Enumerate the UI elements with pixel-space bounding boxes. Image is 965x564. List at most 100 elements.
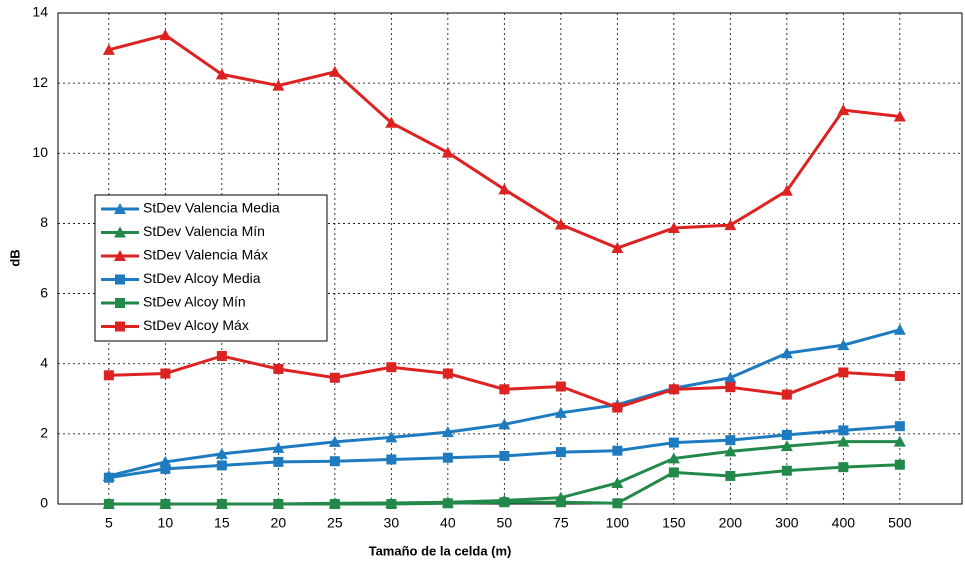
x-axis-label: Tamaño de la celda (m) [369,543,512,558]
marker [386,362,397,373]
marker [893,435,906,447]
y-tick-label: 10 [32,144,48,160]
marker [724,445,737,457]
marker [894,421,905,432]
marker [115,298,125,308]
marker [780,347,793,359]
marker [103,499,114,509]
x-tick-label: 75 [553,515,569,531]
marker [725,382,736,393]
marker [554,406,567,418]
y-tick-label: 6 [40,284,48,300]
marker [781,429,792,440]
marker [160,463,171,474]
marker [724,219,737,231]
marker [555,381,566,392]
x-tick-label: 100 [606,515,630,531]
marker [160,499,171,509]
plot-frame [57,12,963,505]
marker [837,339,850,351]
marker [115,274,125,285]
legend-label: StDev Valencia Mín [143,223,265,239]
x-tick-label: 30 [384,515,400,531]
marker [780,440,793,452]
marker [498,183,511,195]
x-tick-label: 10 [158,515,174,531]
x-tick-label: 5 [105,515,113,531]
x-tick-label: 40 [440,515,456,531]
marker [781,465,792,476]
marker [329,499,340,509]
marker [893,323,906,335]
marker [386,499,397,509]
x-tick-label: 50 [497,515,513,531]
marker [442,498,453,509]
marker [273,363,284,374]
marker [667,452,680,464]
marker [215,68,228,80]
marker [780,184,793,196]
marker [114,226,126,238]
y-tick-label: 14 [32,4,48,20]
x-tick-label: 25 [327,515,343,531]
marker [725,435,736,446]
x-tick-label: 15 [214,515,230,531]
marker [838,462,849,473]
y-tick-label: 4 [40,354,48,370]
marker [611,241,624,253]
legend-label: StDev Valencia Media [143,200,280,216]
marker [160,368,171,379]
marker [837,435,850,447]
marker [385,116,398,128]
marker [329,456,340,467]
marker [273,456,284,467]
marker [114,203,126,214]
legend-label: StDev Alcoy Mín [143,294,246,310]
marker [386,454,397,465]
marker [668,437,679,448]
marker [499,384,510,395]
marker [442,452,453,463]
legend-label: StDev Valencia Máx [143,247,268,263]
x-tick-label: 500 [888,515,912,531]
marker [102,43,115,55]
x-tick-label: 400 [832,515,856,531]
x-tick-label: 150 [662,515,686,531]
x-tick-label: 300 [775,515,799,531]
marker [555,497,566,508]
marker [667,221,680,233]
marker [555,447,566,458]
marker [499,497,510,508]
y-tick-label: 2 [40,425,48,441]
marker [385,431,398,443]
marker [725,470,736,481]
marker [668,467,679,478]
marker [441,146,454,158]
marker [272,441,285,453]
marker [216,499,227,509]
marker [103,472,114,483]
marker [894,370,905,381]
marker [838,425,849,436]
marker [894,459,905,470]
marker [216,460,227,471]
marker [612,498,623,509]
x-tick-label: 200 [719,515,743,531]
marker [115,321,125,332]
marker [554,218,567,230]
marker [159,29,172,41]
marker [328,65,341,77]
marker [893,110,906,122]
marker [838,367,849,378]
marker [103,370,114,381]
marker [668,384,679,395]
marker [781,389,792,400]
y-axis-label: dB [7,249,22,266]
marker [441,426,454,438]
marker [612,445,623,456]
y-tick-label: 8 [40,214,48,230]
marker [837,104,850,116]
marker [273,499,284,509]
marker [612,402,623,413]
